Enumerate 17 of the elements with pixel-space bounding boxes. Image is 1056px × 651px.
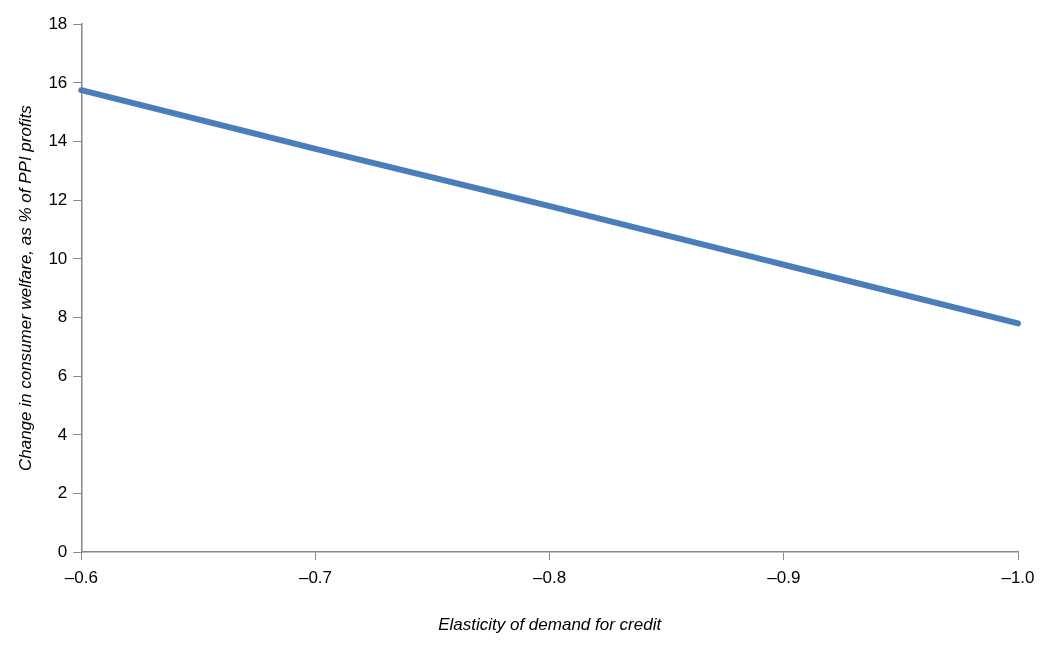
y-tick-label: 18: [48, 13, 68, 33]
x-axis-title: Elasticity of demand for credit: [438, 614, 663, 634]
y-tick-label: 16: [48, 72, 68, 92]
x-tick-label: –0.6: [64, 568, 98, 588]
y-tick-label: 6: [57, 365, 68, 385]
y-tick-label: 12: [48, 189, 68, 209]
y-tick-label: 4: [57, 424, 68, 444]
x-tick-label: –0.9: [767, 568, 801, 588]
y-tick-label: 14: [48, 131, 68, 151]
x-tick-label: –1.0: [1001, 568, 1035, 588]
y-tick-label: 0: [57, 541, 68, 561]
y-axis-title: Change in consumer welfare, as % of PPI profits: [15, 104, 35, 472]
y-tick-label: 2: [57, 483, 68, 503]
y-tick-label: 8: [57, 307, 68, 327]
x-tick-label: –0.8: [533, 568, 567, 588]
x-tick-label: –0.7: [298, 568, 333, 588]
y-tick-label: 10: [48, 248, 68, 268]
